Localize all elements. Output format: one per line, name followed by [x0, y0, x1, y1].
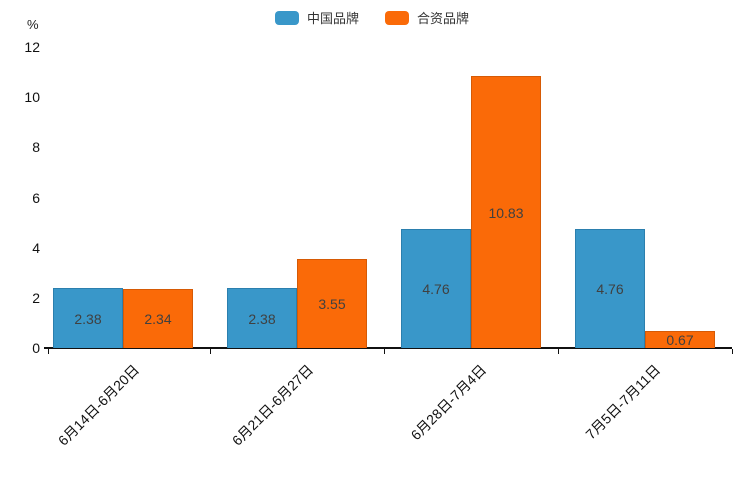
bar-series1-cat1: 3.55: [297, 259, 367, 348]
y-axis-title: %: [27, 17, 39, 32]
legend-label: 中国品牌: [306, 11, 359, 26]
y-axis-tick-label: 12: [24, 39, 40, 55]
y-axis-tick-label: 0: [32, 340, 40, 356]
x-axis-tick: [48, 349, 49, 354]
bar-series1-cat0: 2.34: [123, 289, 193, 348]
x-axis-line: [44, 347, 732, 349]
bar-value-label: 0.67: [666, 332, 694, 348]
bar-value-label: 2.38: [74, 310, 102, 327]
bar-group-0: 2.38 2.34: [53, 288, 193, 348]
bar-series0-cat0: 2.38: [53, 288, 123, 348]
bar-series0-cat1: 2.38: [227, 288, 297, 348]
bar-value-label: 10.83: [488, 204, 524, 221]
bar-group-3: 4.76 0.67: [575, 229, 715, 348]
bar-group-1: 2.38 3.55: [227, 259, 367, 348]
x-axis-tick: [732, 349, 733, 354]
bar-value-label: 2.34: [144, 311, 172, 327]
bar-group-2: 4.76 10.83: [401, 76, 541, 348]
bar-series0-cat3: 4.76: [575, 229, 645, 348]
bar-value-label: 4.76: [596, 281, 624, 297]
x-axis-label: 6月21日-6月27日: [228, 361, 316, 449]
x-axis-label: 6月14日-6月20日: [54, 361, 142, 449]
y-axis-tick-label: 4: [32, 239, 40, 256]
bar-value-label: 4.76: [422, 281, 450, 297]
bar-series0-cat2: 4.76: [401, 229, 471, 348]
bar-series1-cat3: 0.67: [645, 331, 715, 348]
x-axis-label: 7月5日-7月11日: [582, 361, 664, 443]
bar-series1-cat2: 10.83: [471, 76, 541, 348]
legend-swatch-icon: [274, 10, 299, 25]
chart-legend: 中国品牌 合资品牌: [0, 8, 744, 27]
y-axis-tick-label: 8: [32, 139, 40, 156]
plot-area: 0 2 4 6 8 10 12 2.38 2.34 6月14日-6月20日 2.38 3.55 6月21…: [24, 39, 733, 449]
x-axis-tick: [210, 349, 211, 354]
x-axis-tick: [558, 349, 559, 354]
y-axis-tick-label: 10: [24, 89, 40, 106]
bar-value-label: 3.55: [318, 296, 346, 312]
bar-value-label: 2.38: [248, 310, 276, 327]
y-axis-tick-label: 2: [32, 289, 40, 306]
legend-item-series-1[interactable]: 合资品牌: [385, 8, 469, 27]
legend-swatch-icon: [385, 10, 409, 25]
x-axis-tick: [384, 349, 385, 354]
y-axis-tick-label: 6: [32, 189, 40, 206]
legend-item-series-0[interactable]: 中国品牌: [274, 8, 359, 27]
legend-label: 合资品牌: [417, 11, 470, 26]
x-axis-label: 6月28日-7月4日: [407, 361, 490, 444]
